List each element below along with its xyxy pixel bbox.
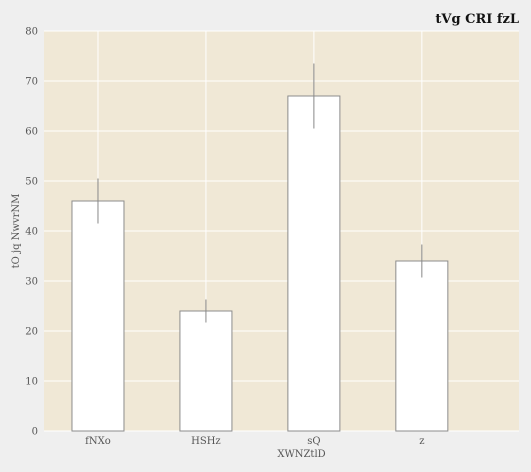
bar-sQ — [287, 95, 341, 432]
y-tick-label: 10 — [25, 377, 38, 388]
y-tick-label: 70 — [25, 77, 38, 88]
y-axis-label: tO jq NwvrNM — [11, 194, 22, 269]
x-tick-label: HSHz — [191, 436, 221, 447]
bar-z — [395, 260, 449, 432]
bar-fNXo — [71, 200, 125, 432]
error-bars — [97, 63, 423, 323]
y-tick-label: 60 — [25, 127, 38, 138]
x-tick-label: sQ — [307, 436, 320, 447]
y-axis-ticks: 0 10 20 30 40 50 60 70 80 — [25, 27, 38, 438]
x-axis-ticks: fNXo HSHz sQ z — [85, 436, 424, 447]
y-tick-label: 50 — [25, 177, 38, 188]
x-tick-label: z — [419, 436, 424, 447]
bar-HSHz — [179, 310, 233, 432]
chart-title: tVg CRI fzL — [435, 12, 519, 27]
bars — [71, 95, 449, 432]
y-tick-label: 40 — [25, 227, 38, 238]
y-tick-label: 0 — [32, 427, 38, 438]
y-tick-label: 80 — [25, 27, 38, 38]
y-tick-label: 20 — [25, 327, 38, 338]
x-tick-label: fNXo — [85, 436, 111, 447]
y-tick-label: 30 — [25, 277, 38, 288]
x-axis-label: XWNZtlD — [277, 449, 325, 460]
